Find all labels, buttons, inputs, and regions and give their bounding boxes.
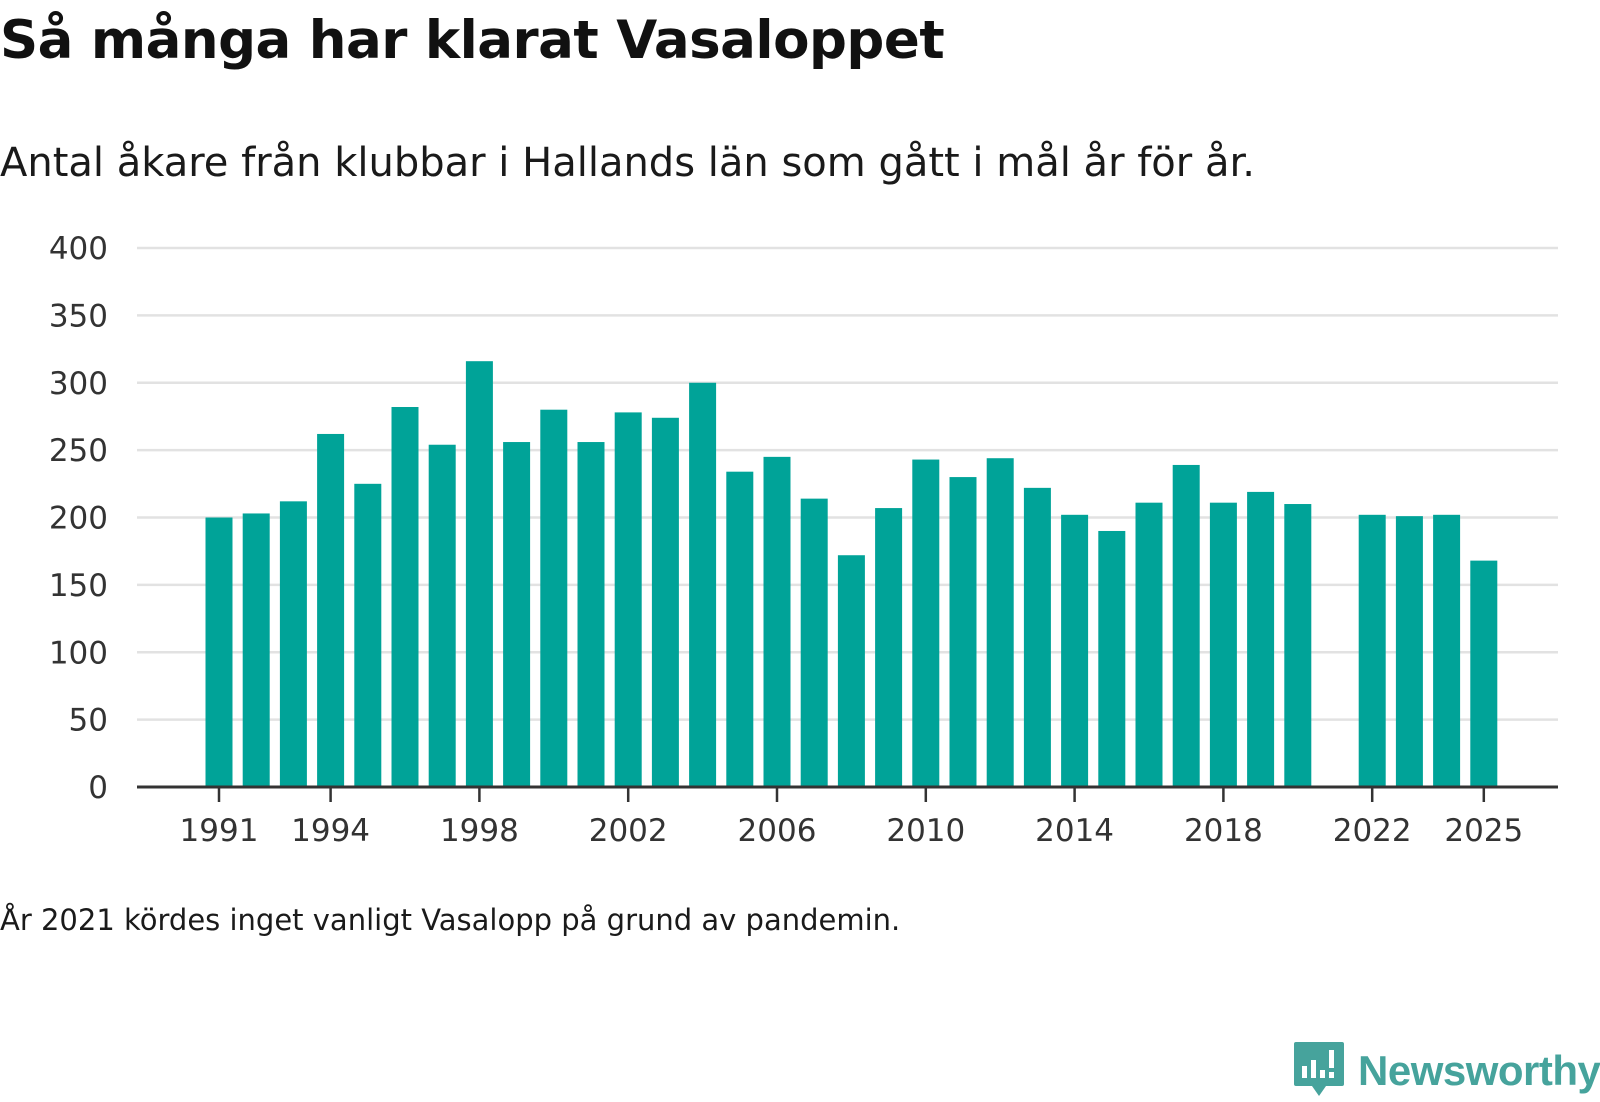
x-tick-label: 1998 xyxy=(440,813,519,849)
bar xyxy=(651,417,679,787)
bar xyxy=(279,501,307,787)
bar xyxy=(503,442,531,787)
bar xyxy=(1247,491,1275,787)
x-tick-label: 2018 xyxy=(1184,813,1263,849)
bar xyxy=(986,458,1014,787)
footnote: År 2021 kördes inget vanligt Vasalopp på… xyxy=(0,903,901,937)
bar xyxy=(391,407,419,787)
chart-subtitle: Antal åkare från klubbar i Hallands län … xyxy=(0,140,1255,186)
bar xyxy=(614,412,642,787)
bar xyxy=(1284,504,1312,787)
y-tick-label: 250 xyxy=(49,433,108,469)
bar xyxy=(577,442,605,787)
brand-name: Newsworthy xyxy=(1358,1047,1600,1094)
y-tick-label: 150 xyxy=(49,568,108,604)
bar xyxy=(1395,516,1423,787)
x-tick-label: 1991 xyxy=(180,813,259,849)
bar xyxy=(1433,514,1461,787)
newsworthy-logo-icon xyxy=(1294,1042,1344,1096)
y-tick-label: 50 xyxy=(69,703,108,739)
bar xyxy=(1470,560,1498,787)
bar xyxy=(837,555,865,787)
y-tick-label: 0 xyxy=(88,770,108,806)
bar xyxy=(428,444,456,787)
chart-title: Så många har klarat Vasaloppet xyxy=(0,10,945,71)
newsworthy-brand: Newsworthy xyxy=(1292,1040,1600,1102)
bar xyxy=(875,508,903,787)
bar xyxy=(912,459,940,787)
bar xyxy=(1172,464,1200,787)
y-tick-label: 100 xyxy=(49,635,108,671)
bar xyxy=(1061,514,1089,787)
x-tick-label: 1994 xyxy=(291,813,370,849)
bar xyxy=(689,382,717,787)
bar xyxy=(800,498,828,787)
bar-chart: 0 50 100 150 200 250 300 350 400 1991 1994 1998 2002… xyxy=(49,231,1558,849)
y-tick-label: 350 xyxy=(49,298,108,334)
bar xyxy=(540,409,568,787)
bar xyxy=(1358,514,1386,787)
x-tick-label: 2002 xyxy=(589,813,668,849)
bar xyxy=(354,483,382,787)
bar xyxy=(1135,502,1163,787)
x-tick-label: 2014 xyxy=(1035,813,1114,849)
y-tick-label: 200 xyxy=(49,501,108,537)
x-tick-label: 2006 xyxy=(738,813,817,849)
bar xyxy=(465,361,493,787)
bar xyxy=(763,456,791,787)
bar xyxy=(1098,530,1126,787)
bar xyxy=(949,477,977,787)
x-tick-label: 2025 xyxy=(1444,813,1523,849)
bar xyxy=(317,433,345,787)
bar xyxy=(1209,502,1237,787)
x-tick-label: 2010 xyxy=(886,813,965,849)
bar xyxy=(242,513,270,787)
x-tick-label: 2022 xyxy=(1333,813,1412,849)
bar xyxy=(726,471,754,787)
y-tick-label: 300 xyxy=(49,366,108,402)
bar xyxy=(1023,487,1051,787)
y-tick-label: 400 xyxy=(49,231,108,267)
bar xyxy=(205,517,233,787)
